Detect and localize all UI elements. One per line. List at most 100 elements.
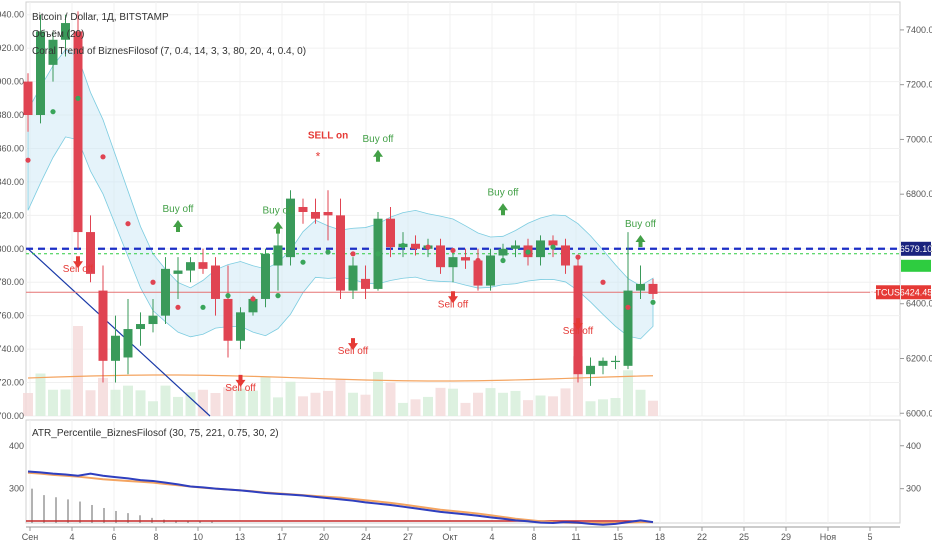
- signal-label: Buy off: [625, 219, 656, 230]
- signal-label: SELL on: [308, 130, 348, 141]
- sell-arrow: [73, 256, 83, 269]
- volume-bar: [48, 389, 58, 416]
- candle-body: [298, 206, 308, 212]
- time-axis-tick: 25: [739, 532, 749, 542]
- volume-bar: [35, 373, 46, 416]
- buy-arrow: [173, 220, 183, 232]
- coral-dot: [100, 154, 106, 160]
- candle-body: [498, 248, 508, 256]
- time-axis-tick: 4: [69, 532, 74, 542]
- left-axis-tick: 2780.00: [0, 277, 24, 287]
- candle-body: [461, 257, 470, 261]
- volume-bar: [560, 388, 571, 416]
- coral-dot: [325, 249, 331, 255]
- candle-body: [586, 365, 595, 375]
- buy-arrow: [373, 149, 383, 162]
- left-axis-tick: 2920.00: [0, 43, 24, 53]
- coral-dot: [75, 95, 81, 101]
- signal-label: Sell off: [563, 326, 594, 337]
- coral-dot: [625, 304, 631, 310]
- volume-bar: [198, 389, 208, 416]
- volume-bar: [223, 387, 233, 416]
- price-tag-green: [901, 259, 931, 272]
- candle-body: [286, 198, 295, 258]
- candle-body: [123, 329, 133, 358]
- candle-body: [636, 283, 645, 291]
- volume-bar: [623, 370, 633, 416]
- candle-body: [598, 360, 608, 366]
- volume-bar: [573, 356, 583, 416]
- left-axis-tick: 2840.00: [0, 177, 24, 187]
- volume-bar: [235, 388, 246, 416]
- volume-bar: [85, 390, 96, 416]
- candle-body: [211, 265, 220, 299]
- volume-bar: [635, 389, 646, 416]
- volume-bar: [423, 396, 433, 416]
- coral-dot: [425, 244, 431, 250]
- time-axis-tick: 13: [235, 532, 245, 542]
- coral-dot: [350, 251, 356, 257]
- left-axis-tick: 2880.00: [0, 110, 24, 120]
- candle-body: [236, 312, 245, 341]
- candle-body: [61, 23, 70, 40]
- volume-bar: [523, 400, 533, 416]
- candle-body: [348, 265, 358, 291]
- coral-dot: [250, 296, 256, 302]
- time-axis-tick: 4: [489, 532, 494, 542]
- volume-bar: [460, 402, 471, 416]
- atr-line: [27, 470, 654, 526]
- candle-body: [173, 270, 183, 274]
- volume-ma-line: [27, 374, 654, 382]
- signal-label: Sell off: [63, 264, 94, 275]
- volume-bar: [98, 377, 108, 416]
- signal-label: Buy off: [263, 206, 294, 217]
- candle-body: [161, 268, 170, 316]
- volume-bar: [535, 395, 546, 416]
- coral-dot: [400, 242, 406, 249]
- signal-label: Buy off: [163, 204, 194, 215]
- sell-arrow: [235, 374, 246, 387]
- coral-dot: [125, 221, 131, 227]
- time-axis-tick: 8: [531, 532, 536, 542]
- volume-bar: [298, 396, 308, 416]
- sell-arrow: [348, 338, 358, 351]
- volume-bar: [373, 371, 383, 416]
- coral-dot: [225, 293, 231, 299]
- right-axis-tick: 7000.00: [906, 134, 932, 144]
- time-axis-tick: 6: [111, 532, 116, 542]
- coral-dot: [525, 249, 531, 255]
- coral-dot: [375, 251, 381, 257]
- volume-bar: [248, 390, 258, 416]
- volume-bar: [335, 379, 346, 416]
- coral-dot: [600, 279, 606, 285]
- coral-dot: [450, 247, 456, 254]
- time-axis-tick: Сен: [22, 532, 39, 542]
- candle-body: [323, 212, 333, 216]
- volume-bar: [285, 381, 296, 416]
- volume-bar: [160, 385, 171, 416]
- time-axis-tick: 20: [319, 532, 329, 542]
- volume-bar: [510, 390, 521, 416]
- time-axis-tick: 27: [403, 532, 413, 542]
- chart-title: Bitcoin / Dollar, 1Д, BITSTAMP: [32, 12, 169, 23]
- right-axis-tick: 7400.00: [906, 25, 932, 35]
- right-axis-tick: 6200.00: [906, 353, 932, 363]
- volume-bar: [498, 392, 508, 416]
- coral-dot: [300, 259, 306, 265]
- time-axis-tick: 18: [655, 532, 665, 542]
- coral-dot: [175, 304, 181, 310]
- main-panel-frame: [25, 1, 901, 417]
- candle-body: [23, 81, 33, 116]
- coral-dot: [575, 254, 581, 260]
- lower-left-tick: 400: [9, 441, 24, 451]
- volume-bar: [135, 390, 146, 416]
- coral-dot: [50, 109, 56, 115]
- price-tag-blue: [901, 241, 931, 256]
- time-axis-tick: 10: [193, 532, 203, 542]
- volume-bar: [273, 397, 283, 416]
- candle-body: [361, 278, 370, 289]
- left-axis-tick: 2940.00: [0, 10, 24, 20]
- candle-body: [198, 262, 208, 269]
